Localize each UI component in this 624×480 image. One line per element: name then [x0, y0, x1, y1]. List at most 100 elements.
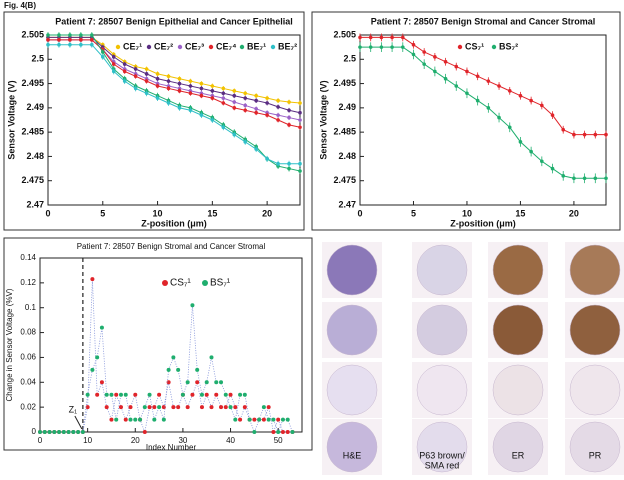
data-point — [90, 367, 95, 372]
data-point — [390, 45, 394, 49]
data-point — [166, 86, 171, 91]
data-point — [265, 113, 269, 117]
data-point — [166, 74, 171, 79]
data-point — [190, 303, 195, 308]
tissue-label: P63 brown/ — [419, 450, 465, 460]
data-point — [214, 392, 219, 397]
data-point — [507, 89, 512, 93]
x-tick-label: 20 — [131, 436, 140, 445]
legend-label: BS₇² — [499, 41, 518, 51]
data-point — [242, 392, 247, 397]
y-axis-label: Change in Sensor Voltage (%V) — [5, 288, 14, 401]
data-point — [68, 38, 72, 42]
data-point — [100, 50, 105, 54]
legend-label: CE₇² — [154, 41, 173, 51]
data-point — [265, 96, 269, 100]
data-point — [161, 417, 166, 422]
data-point — [152, 405, 157, 410]
data-point — [243, 140, 248, 144]
data-point — [265, 101, 269, 105]
data-point — [486, 79, 491, 83]
data-point — [199, 392, 204, 397]
legend-marker — [208, 44, 214, 50]
marker-label: Z₁ — [69, 404, 78, 414]
x-tick-label: 5 — [100, 208, 105, 218]
data-point — [71, 430, 76, 434]
data-point — [66, 430, 71, 434]
x-tick-label: 5 — [411, 208, 416, 218]
data-point — [177, 76, 182, 81]
data-point — [276, 105, 280, 109]
series-line — [360, 36, 606, 136]
data-point — [133, 67, 138, 71]
panel-frame — [3, 237, 313, 451]
y-tick-label: 2.47 — [26, 199, 44, 209]
x-tick-label: 20 — [569, 208, 579, 218]
data-point — [290, 430, 295, 434]
data-point — [400, 45, 405, 49]
x-tick-label: 10 — [153, 208, 163, 218]
y-tick-label: 2.49 — [338, 102, 356, 112]
data-point — [247, 417, 252, 422]
data-point — [123, 392, 128, 397]
y-tick-label: 2.495 — [21, 78, 44, 88]
y-tick-label: 0 — [32, 427, 37, 436]
data-point — [79, 33, 83, 37]
data-point — [400, 35, 405, 40]
tissue-core — [416, 364, 468, 416]
y-axis-label: Sensor Voltage (V) — [6, 80, 16, 159]
data-point — [147, 392, 152, 397]
data-point — [243, 91, 248, 96]
data-point — [604, 176, 608, 181]
series-line — [48, 34, 301, 172]
data-point — [209, 405, 214, 410]
x-tick-label: 0 — [45, 208, 50, 218]
data-point — [210, 118, 215, 122]
data-point — [298, 118, 302, 122]
data-point — [582, 176, 587, 181]
data-point — [454, 64, 459, 69]
data-point — [550, 113, 555, 117]
data-point — [593, 132, 598, 137]
data-point — [210, 84, 215, 88]
data-point — [118, 405, 123, 410]
data-point — [276, 161, 280, 166]
data-point — [254, 93, 258, 98]
data-point — [128, 417, 133, 422]
data-point — [155, 72, 160, 76]
tissue-label: SMA red — [425, 460, 460, 470]
legend-label: CE₇⁴ — [216, 41, 237, 51]
data-point — [287, 123, 291, 127]
data-point — [114, 417, 119, 422]
legend-marker — [239, 44, 245, 50]
data-point — [243, 103, 248, 108]
data-point — [518, 93, 523, 98]
data-point — [232, 89, 237, 93]
data-point — [133, 392, 138, 397]
legend-label: BE₇² — [278, 41, 297, 51]
x-tick-label: 10 — [462, 208, 472, 218]
data-point — [593, 176, 598, 181]
tissue-label: ER — [512, 450, 525, 460]
data-point — [144, 72, 149, 76]
x-axis-label: Z-position (μm) — [141, 218, 207, 228]
legend-marker — [115, 44, 121, 50]
data-point — [254, 98, 258, 103]
data-point — [57, 38, 61, 42]
data-point — [199, 93, 204, 98]
data-point — [122, 62, 127, 66]
y-axis-label: Sensor Voltage (V) — [318, 80, 328, 159]
tissue-core — [569, 244, 621, 296]
legend-label: CS₇¹ — [170, 278, 191, 289]
data-point — [422, 62, 426, 66]
data-point — [257, 417, 262, 422]
data-point — [219, 380, 224, 385]
data-point — [68, 33, 72, 37]
data-point — [518, 140, 523, 144]
data-point — [298, 125, 302, 130]
data-point — [221, 125, 226, 130]
data-point — [219, 405, 224, 410]
x-tick-label: 50 — [274, 436, 283, 445]
y-tick-label: 2.495 — [333, 78, 356, 88]
plot-area — [39, 257, 303, 433]
